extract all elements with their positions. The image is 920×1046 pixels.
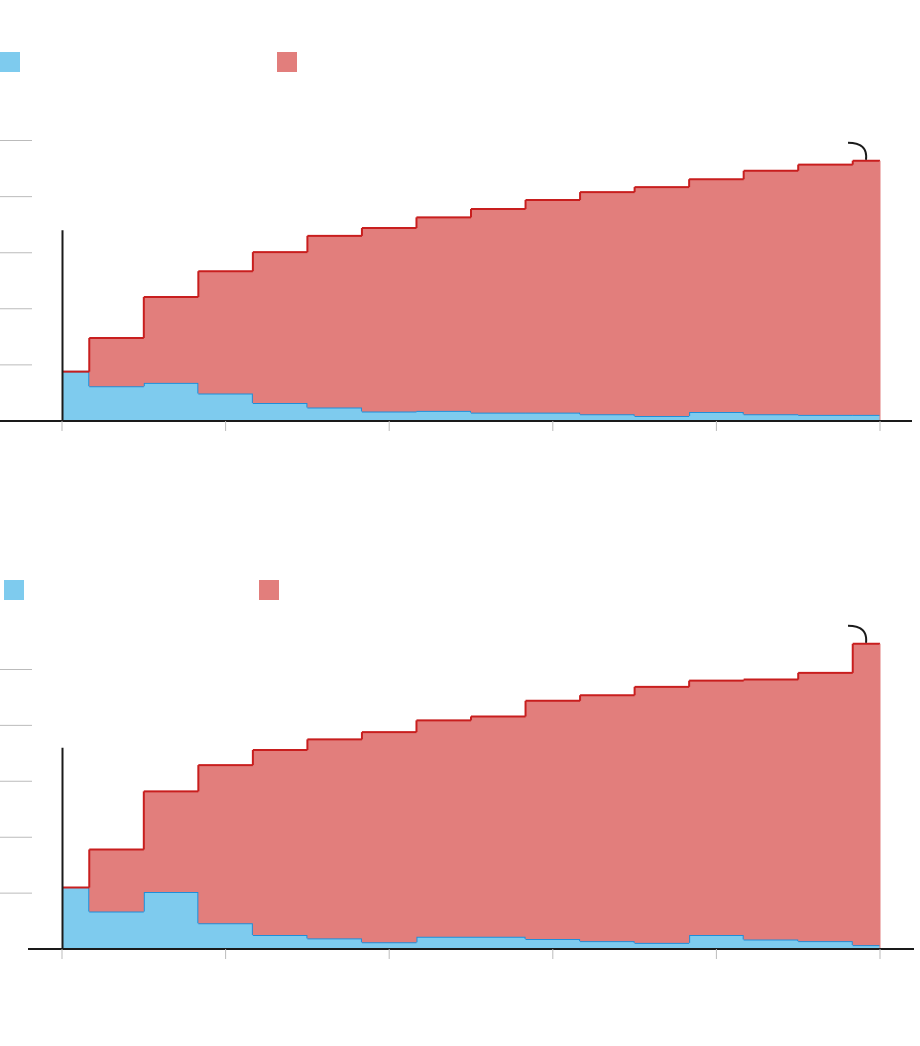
series-2 — [62, 159, 881, 421]
series-2-band — [62, 160, 880, 416]
chart-panel-1 — [0, 52, 912, 431]
annotation-arrow-icon — [847, 624, 868, 643]
legend-swatch-2 — [277, 52, 297, 72]
annotation-arrow-icon — [847, 141, 868, 160]
series-2 — [62, 642, 881, 949]
legend-swatch-1 — [4, 580, 24, 600]
series-2-band — [62, 643, 880, 946]
series-1-band — [62, 371, 880, 421]
legend-swatch-1 — [0, 52, 20, 72]
legend-swatch-2 — [259, 580, 279, 600]
chart-panel-2 — [0, 580, 914, 959]
